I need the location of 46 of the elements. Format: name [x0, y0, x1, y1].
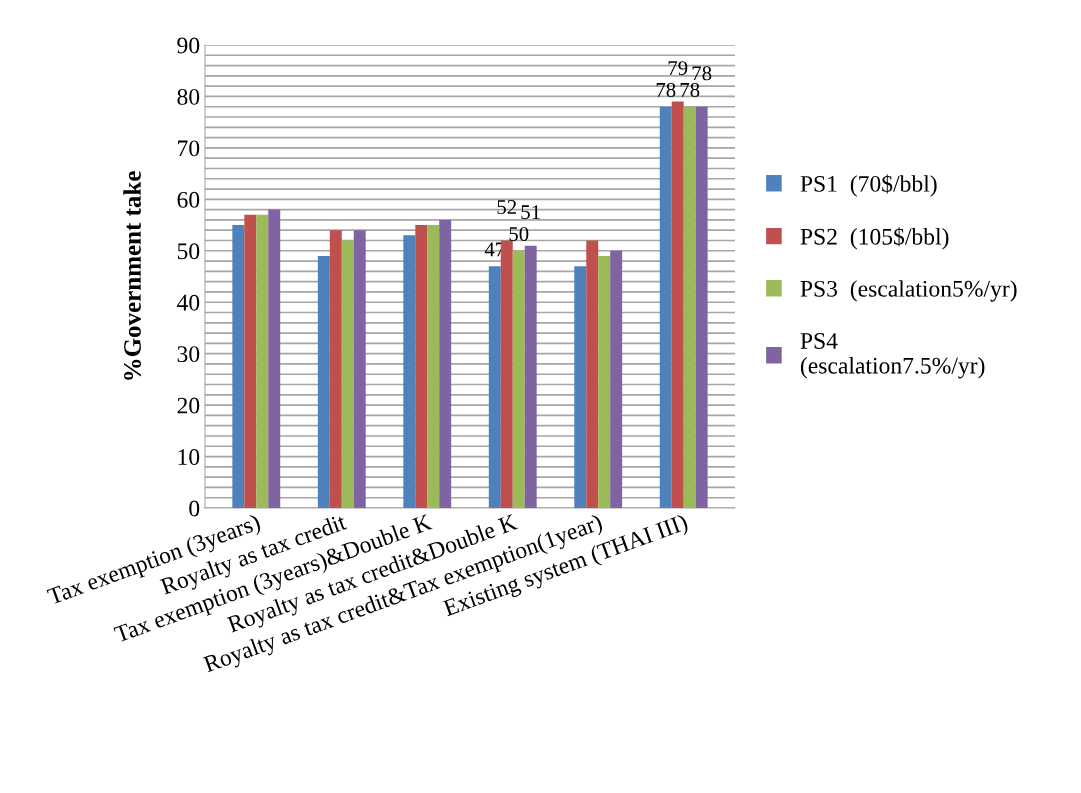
bar	[341, 240, 354, 508]
bar	[598, 255, 611, 508]
bar	[671, 101, 684, 508]
y-tick-label: 80	[177, 88, 200, 105]
bar	[427, 225, 440, 508]
data-label: 78	[692, 66, 712, 81]
y-tick-label: 10	[178, 449, 200, 465]
y-tick-label: 0	[189, 500, 200, 517]
bar	[403, 235, 416, 508]
bar	[317, 255, 330, 508]
y-axis-title: %Government take	[123, 171, 141, 380]
bar	[439, 219, 452, 508]
bar	[659, 106, 672, 508]
legend-label: PS4 (escalation7.5%/yr)	[800, 333, 985, 379]
bar	[512, 250, 525, 508]
bar	[353, 230, 366, 508]
y-tick-label: 60	[177, 191, 200, 208]
y-tick-label: 70	[178, 140, 200, 157]
y-tick-label: 30	[177, 346, 200, 363]
data-label: 50	[509, 226, 529, 241]
bar	[488, 266, 501, 508]
bar	[329, 230, 342, 508]
bar	[574, 266, 587, 508]
data-label: 79	[668, 61, 688, 76]
bar	[244, 214, 257, 508]
data-label: 51	[521, 205, 540, 220]
bar	[586, 240, 599, 508]
y-tick-label: 90	[177, 37, 200, 54]
bar	[695, 106, 708, 508]
data-label: 78	[656, 82, 676, 97]
bar	[524, 245, 537, 508]
y-tick-label: 40	[176, 294, 200, 311]
bar	[610, 250, 623, 508]
bar	[415, 225, 428, 508]
bar	[500, 240, 513, 508]
data-label: 78	[680, 82, 700, 97]
y-tick-label: 20	[177, 397, 200, 414]
bar	[683, 106, 696, 508]
bar	[256, 214, 269, 508]
legend-label: PS3 (escalation5%/yr)	[800, 280, 1017, 302]
legend-label: PS1 (70$/bbl)	[800, 174, 937, 197]
y-tick-label: 50	[177, 243, 200, 260]
bar	[268, 209, 281, 508]
legend-label: PS2 (105$/bbl)	[800, 227, 949, 250]
bar	[232, 225, 245, 508]
data-label: 52	[497, 200, 517, 215]
